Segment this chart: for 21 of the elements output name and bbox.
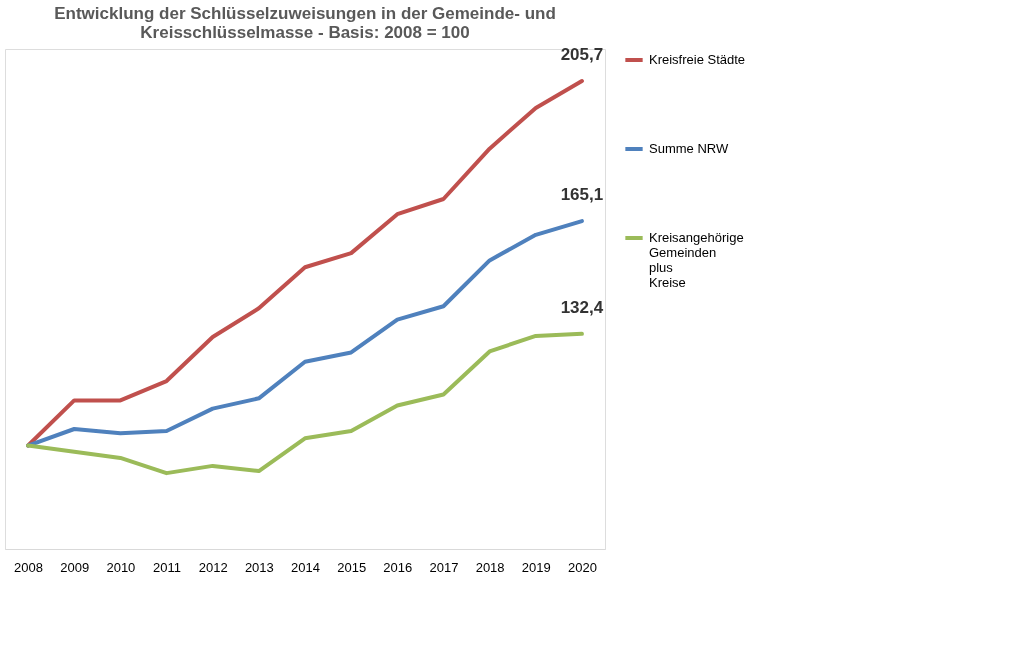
x-tick-label: 2009 xyxy=(60,559,90,575)
x-tick-label: 2008 xyxy=(14,559,44,575)
x-tick-label: 2016 xyxy=(383,559,413,575)
x-tick-label: 2018 xyxy=(475,559,505,575)
x-tick-label: 2012 xyxy=(198,559,228,575)
text: Kreisschlüsselmasse - Basis: 2008 = 100 xyxy=(140,23,470,43)
data-label: 132,4 xyxy=(560,297,604,317)
legend-label: Summe NRW xyxy=(649,141,729,156)
x-tick-label: 2017 xyxy=(429,559,459,575)
data-label: 205,7 xyxy=(560,45,604,65)
text: Entwicklung der Schlüsselzuweisungen in der Gemeinde- und xyxy=(54,4,556,24)
x-tick-label: 2015 xyxy=(337,559,367,575)
legend-label: Kreisangehörige Gemeinden plus Kreise xyxy=(649,230,744,290)
x-tick-label: 2011 xyxy=(153,559,182,575)
x-tick-label: 2019 xyxy=(521,559,551,575)
x-tick-label: 2013 xyxy=(244,559,274,575)
legend-label: Kreisfreie Städte xyxy=(649,52,746,67)
data-label: 165,1 xyxy=(560,185,604,205)
x-tick-label: 2020 xyxy=(567,559,597,575)
x-tick-label: 2014 xyxy=(291,559,320,575)
x-tick-label: 2010 xyxy=(106,559,136,575)
